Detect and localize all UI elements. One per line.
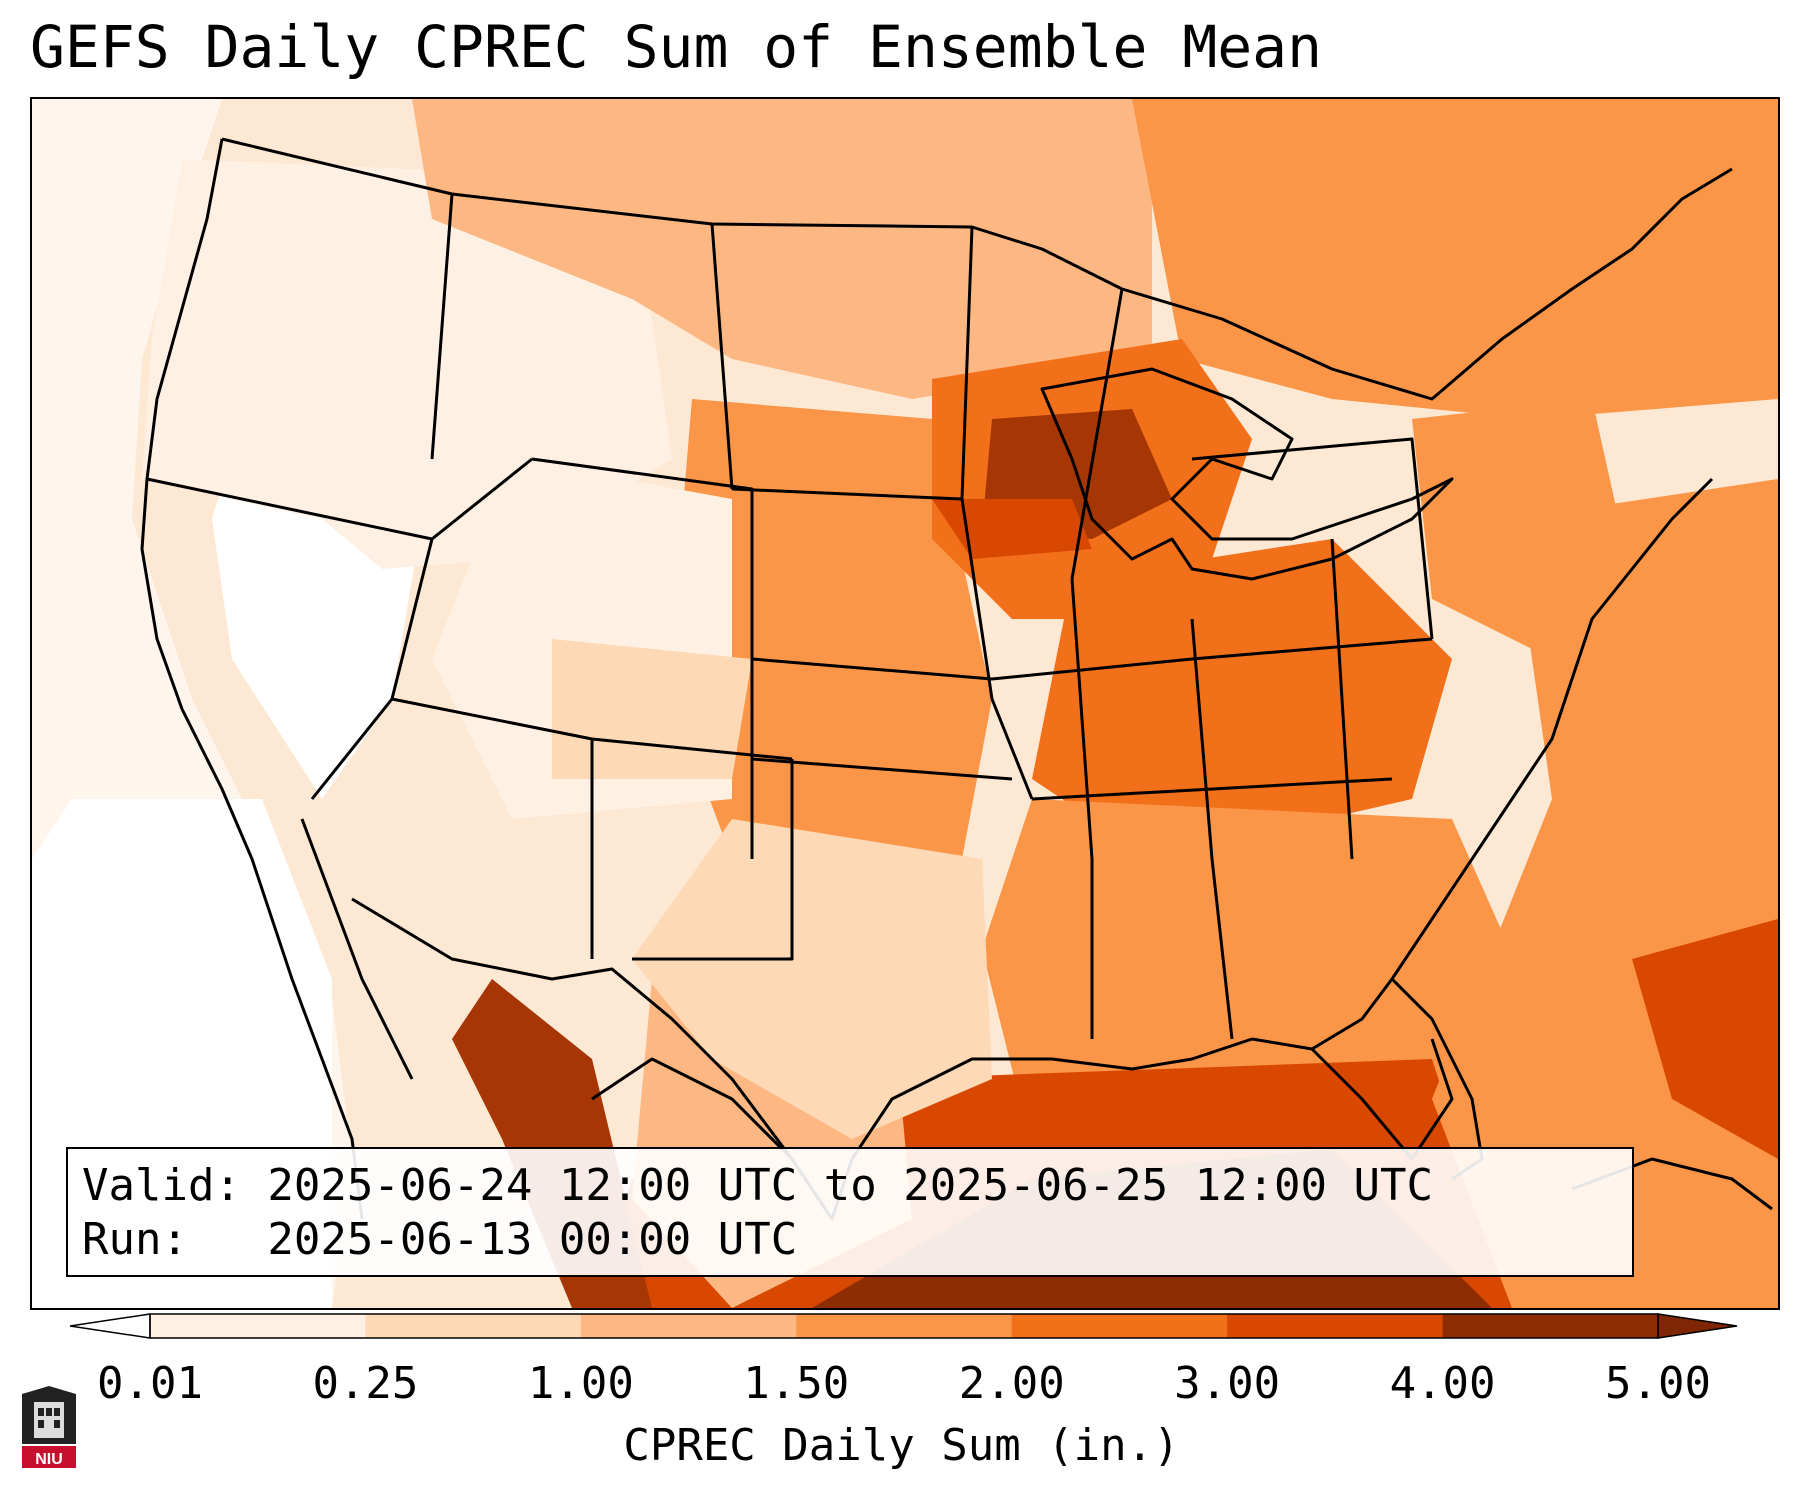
great-lakes	[1040, 367, 1454, 581]
precipitation-map	[32, 99, 1778, 1308]
shade-iowa-max	[932, 499, 1092, 559]
colorbar-segment	[1442, 1314, 1659, 1338]
east-coast	[1390, 477, 1714, 980]
colorbar-tick-label: 5.00	[1605, 1358, 1711, 1409]
logo-banner	[22, 1446, 76, 1468]
colorbar	[70, 1313, 1738, 1339]
colorbar-tick-label: 3.00	[1174, 1358, 1281, 1409]
colorbar-frame	[149, 1313, 1659, 1339]
colorbar-segment	[365, 1314, 582, 1338]
colorbar-segment	[796, 1314, 1013, 1338]
map-title: GEFS Daily CPREC Sum of Ensemble Mean	[30, 13, 1323, 81]
logo-text: NIU	[35, 1451, 63, 1468]
shade-northeast	[1412, 399, 1632, 659]
colorbar-segment	[1011, 1314, 1228, 1338]
state-lines-central	[632, 223, 1034, 961]
baja-peninsula	[300, 818, 414, 1080]
west-coast	[140, 138, 364, 1220]
state-lines-east	[991, 288, 1434, 1040]
shade-canada-east	[1132, 99, 1778, 419]
colorbar-tick-label: 1.50	[743, 1358, 850, 1409]
shade-texas	[632, 819, 992, 1139]
colorbar-tick-label: 0.01	[97, 1358, 203, 1409]
colorbar-under-arrow	[70, 1313, 151, 1339]
colorbar-segment	[580, 1314, 797, 1338]
map-panel	[30, 97, 1780, 1310]
state-lines-west	[146, 193, 793, 959]
colorbar-segments	[150, 1314, 1659, 1338]
gulf-coast	[591, 1037, 1454, 1221]
colorbar-tick-label: 0.25	[312, 1358, 419, 1409]
boundaries	[140, 137, 1773, 1221]
niu-logo: NIU	[22, 1386, 76, 1468]
us-canada-border	[221, 137, 1733, 401]
colorbar-segment	[150, 1314, 366, 1338]
colorbar-segment	[1227, 1314, 1444, 1338]
colorbar-label: CPREC Daily Sum (in.)	[623, 1420, 1180, 1471]
colorbar-over-arrow	[1657, 1313, 1738, 1339]
shade-atlantic-east	[1632, 919, 1778, 1159]
shade-colorado	[552, 639, 752, 779]
colorbar-tick-label: 1.00	[527, 1358, 634, 1409]
valid-time-line: Valid: 2025-06-24 12:00 UTC to 2025-06-2…	[82, 1160, 1434, 1211]
validity-info-box: Valid: 2025-06-24 12:00 UTC to 2025-06-2…	[66, 1147, 1634, 1277]
run-time-line: Run: 2025-06-13 00:00 UTC	[82, 1214, 798, 1265]
mexico-border	[351, 897, 794, 1160]
colorbar-tick-label: 2.00	[958, 1358, 1065, 1409]
colorbar-tick-label: 4.00	[1389, 1358, 1496, 1409]
